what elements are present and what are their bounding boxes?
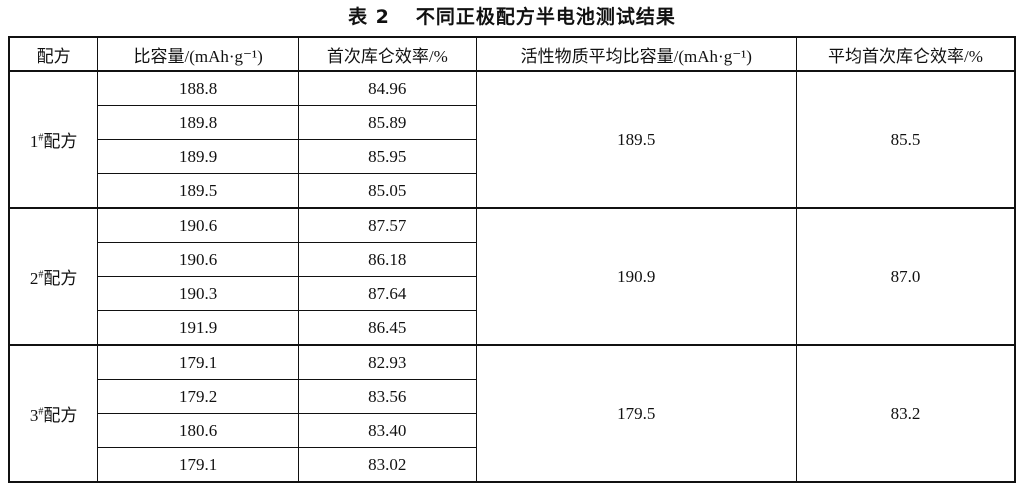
capacity-cell: 188.8 — [97, 70, 299, 106]
efficiency-cell: 83.56 — [298, 379, 477, 414]
formula-label: 1#配方 — [8, 70, 99, 209]
efficiency-cell: 85.95 — [298, 139, 477, 174]
header-formula: 配方 — [8, 36, 99, 72]
efficiency-cell: 86.18 — [298, 242, 477, 277]
table-row: 190.6 86.18 — [9, 242, 1015, 277]
efficiency-cell: 87.57 — [298, 207, 477, 243]
table-row: 179.2 83.56 — [9, 379, 1015, 414]
table-row: 179.1 83.02 — [9, 447, 1015, 483]
avg-capacity-cell: 179.5 — [475, 344, 797, 483]
header-efficiency: 首次库仑效率/% — [298, 36, 477, 72]
avg-capacity-cell: 189.5 — [475, 70, 797, 209]
avg-efficiency-cell: 85.5 — [795, 70, 1016, 209]
capacity-cell: 190.6 — [97, 207, 299, 243]
avg-efficiency-cell: 87.0 — [795, 207, 1016, 346]
capacity-cell: 179.2 — [97, 379, 299, 414]
capacity-cell: 190.3 — [97, 276, 299, 311]
capacity-cell: 191.9 — [97, 310, 299, 346]
table-row: 3#配方 179.1 82.93 179.5 83.2 — [8, 344, 1016, 483]
avg-efficiency-cell: 83.2 — [795, 344, 1016, 483]
efficiency-cell: 82.93 — [298, 344, 477, 380]
table-row: 1#配方 188.8 84.96 189.5 85.5 — [8, 70, 1016, 209]
header-row: 配方 比容量/(mAh·g⁻¹) 首次库仑效率/% 活性物质平均比容量/(mAh… — [8, 36, 1016, 72]
capacity-cell: 180.6 — [97, 413, 299, 448]
table-row: 191.9 86.45 — [9, 310, 1015, 346]
table-row: 189.5 85.05 — [9, 173, 1015, 209]
results-table: 配方 比容量/(mAh·g⁻¹) 首次库仑效率/% 活性物质平均比容量/(mAh… — [8, 36, 1016, 483]
capacity-cell: 179.1 — [97, 344, 299, 380]
efficiency-cell: 83.02 — [298, 447, 477, 483]
header-capacity: 比容量/(mAh·g⁻¹) — [97, 36, 299, 72]
capacity-cell: 179.1 — [97, 447, 299, 483]
efficiency-cell: 85.89 — [298, 105, 477, 140]
header-avg-efficiency: 平均首次库仑效率/% — [795, 36, 1016, 72]
table-row: 189.8 85.89 — [9, 105, 1015, 140]
efficiency-cell: 84.96 — [298, 70, 477, 106]
formula-label: 3#配方 — [8, 344, 99, 483]
efficiency-cell: 87.64 — [298, 276, 477, 311]
table-row: 2#配方 190.6 87.57 190.9 87.0 — [8, 207, 1016, 346]
capacity-cell: 190.6 — [97, 242, 299, 277]
capacity-cell: 189.8 — [97, 105, 299, 140]
avg-capacity-cell: 190.9 — [475, 207, 797, 346]
table-row: 190.3 87.64 — [9, 276, 1015, 311]
formula-label: 2#配方 — [8, 207, 99, 346]
table-row: 180.6 83.40 — [9, 413, 1015, 448]
capacity-cell: 189.9 — [97, 139, 299, 174]
efficiency-cell: 85.05 — [298, 173, 477, 209]
capacity-cell: 189.5 — [97, 173, 299, 209]
efficiency-cell: 83.40 — [298, 413, 477, 448]
table-title: 表 2 不同正极配方半电池测试结果 — [348, 6, 676, 28]
efficiency-cell: 86.45 — [298, 310, 477, 346]
header-avg-capacity: 活性物质平均比容量/(mAh·g⁻¹) — [475, 36, 797, 72]
table-row: 189.9 85.95 — [9, 139, 1015, 174]
